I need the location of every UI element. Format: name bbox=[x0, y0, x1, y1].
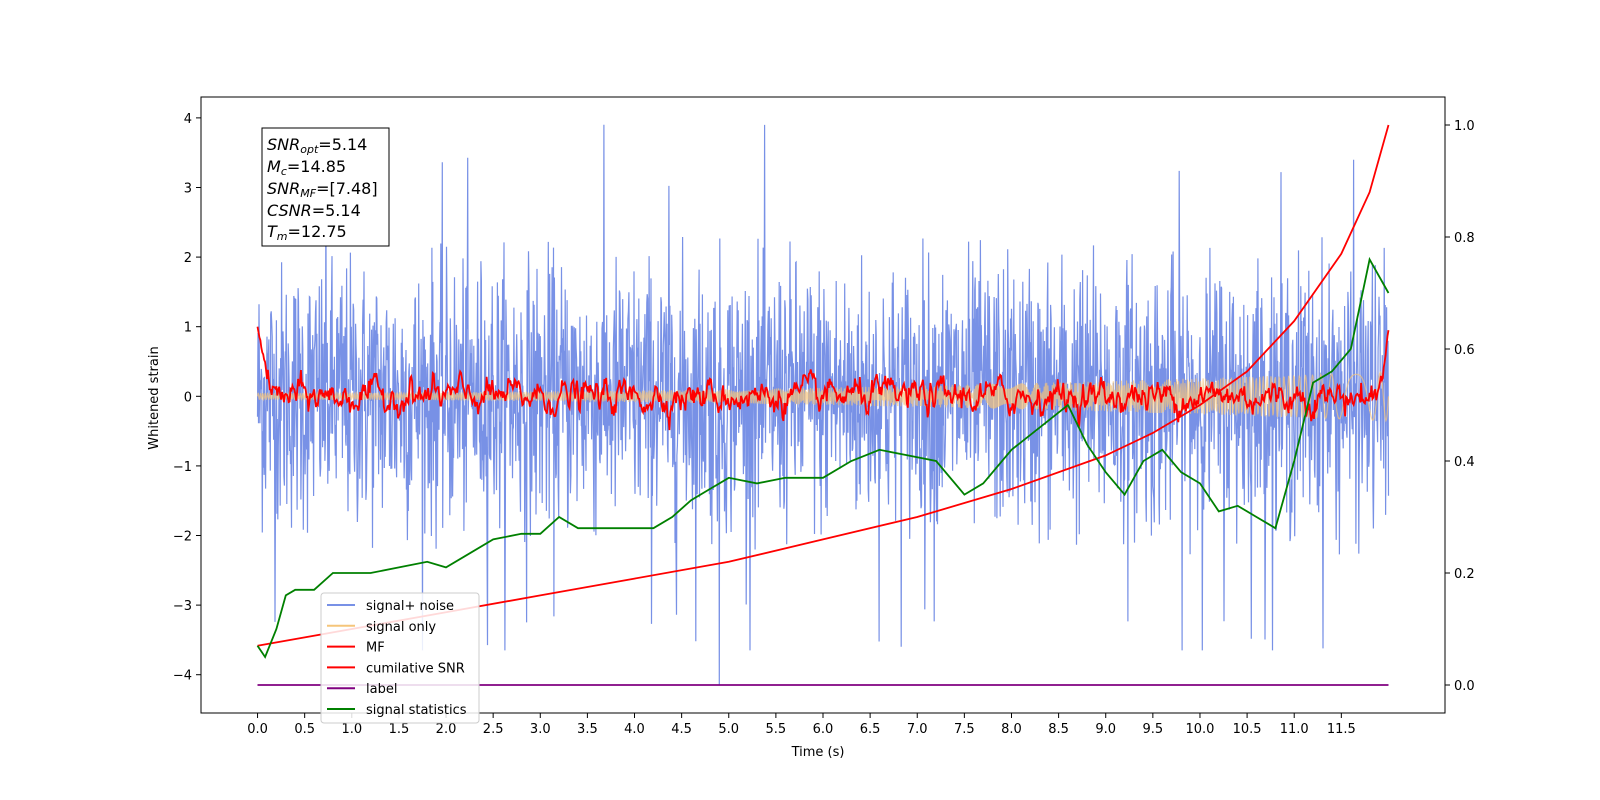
x-tick-label: 7.5 bbox=[954, 722, 975, 737]
y-left-tick-label: 4 bbox=[184, 112, 192, 127]
legend-label: signal+ noise bbox=[366, 599, 454, 614]
x-tick-label: 6.0 bbox=[813, 722, 834, 737]
x-tick-label: 7.0 bbox=[907, 722, 928, 737]
legend-label: signal only bbox=[366, 620, 436, 635]
x-tick-label: 9.0 bbox=[1095, 722, 1116, 737]
series-line-3 bbox=[257, 124, 1390, 647]
x-tick-label: 3.5 bbox=[577, 722, 598, 737]
series-line-2 bbox=[256, 326, 1390, 431]
x-tick-label: 0.5 bbox=[294, 722, 315, 737]
legend-label: MF bbox=[366, 641, 385, 656]
y-right-tick-label: 1.0 bbox=[1454, 119, 1475, 134]
annotation-snr-opt: SNRopt=5.14 bbox=[267, 135, 367, 156]
x-tick-label: 5.5 bbox=[766, 722, 787, 737]
y-right-tick-label: 0.4 bbox=[1454, 455, 1475, 470]
annotation-mc: Mc=14.85 bbox=[267, 157, 346, 178]
y-right-tick-label: 0.0 bbox=[1454, 679, 1475, 694]
x-tick-label: 2.5 bbox=[483, 722, 504, 737]
annotation-box: SNRopt=5.14 Mc=14.85 SNRMF=[7.48] CSNR=5… bbox=[261, 127, 390, 247]
legend-label: label bbox=[366, 682, 397, 697]
y-left-tick-label: 2 bbox=[184, 251, 192, 266]
y-axis-left: 4 3 2 1 0 −1 −2 −3 −4 bbox=[173, 112, 201, 684]
y-left-tick-label: −1 bbox=[173, 460, 192, 475]
y-left-tick-label: 1 bbox=[184, 321, 192, 336]
x-tick-label: 2.0 bbox=[436, 722, 457, 737]
x-tick-label: 5.0 bbox=[718, 722, 739, 737]
annotation-csnr: CSNR=5.14 bbox=[267, 201, 361, 220]
y-left-tick-label: −2 bbox=[173, 530, 192, 545]
x-tick-label: 11.0 bbox=[1280, 722, 1309, 737]
annotation-snr-mf: SNRMF=[7.48] bbox=[267, 179, 378, 200]
x-tick-label: 9.5 bbox=[1143, 722, 1164, 737]
y-right-tick-label: 0.8 bbox=[1454, 231, 1475, 246]
x-tick-label: 0.0 bbox=[247, 722, 268, 737]
series-line-0 bbox=[256, 124, 1390, 686]
x-tick-label: 1.5 bbox=[389, 722, 410, 737]
series-line-5 bbox=[256, 256, 1390, 659]
x-tick-label: 10.5 bbox=[1233, 722, 1262, 737]
y-right-tick-label: 0.2 bbox=[1454, 567, 1475, 582]
y-axis-right: 1.0 0.8 0.6 0.4 0.2 0.0 bbox=[1445, 119, 1475, 694]
y-right-tick-label: 0.6 bbox=[1454, 343, 1475, 358]
x-tick-label: 4.5 bbox=[671, 722, 692, 737]
legend-label: cumilative SNR bbox=[366, 661, 465, 676]
x-tick-label: 10.0 bbox=[1185, 722, 1214, 737]
legend: signal+ noise signal only MF cumilative SNR… bbox=[320, 592, 480, 724]
y-axis-label: Whitened strain bbox=[147, 346, 162, 449]
y-left-tick-label: 0 bbox=[184, 390, 192, 405]
x-tick-label: 1.0 bbox=[341, 722, 362, 737]
annotation-tm: Tm=12.75 bbox=[267, 222, 347, 243]
legend-label: signal statistics bbox=[366, 703, 467, 718]
x-tick-label: 8.5 bbox=[1048, 722, 1069, 737]
y-left-tick-label: −3 bbox=[173, 599, 192, 614]
x-tick-label: 6.5 bbox=[860, 722, 881, 737]
y-left-tick-label: −4 bbox=[173, 669, 192, 684]
x-axis: 0.0 0.5 1.0 1.5 2.0 2.5 3.0 3.5 4.0 4.5 5.0 5.5 6.0 6… bbox=[247, 713, 1356, 737]
x-tick-label: 8.0 bbox=[1001, 722, 1022, 737]
y-left-tick-label: 3 bbox=[184, 181, 192, 196]
x-tick-label: 4.0 bbox=[624, 722, 645, 737]
legend-box bbox=[320, 592, 480, 724]
x-tick-label: 11.5 bbox=[1327, 722, 1356, 737]
x-tick-label: 3.0 bbox=[530, 722, 551, 737]
x-axis-label: Time (s) bbox=[791, 745, 845, 760]
